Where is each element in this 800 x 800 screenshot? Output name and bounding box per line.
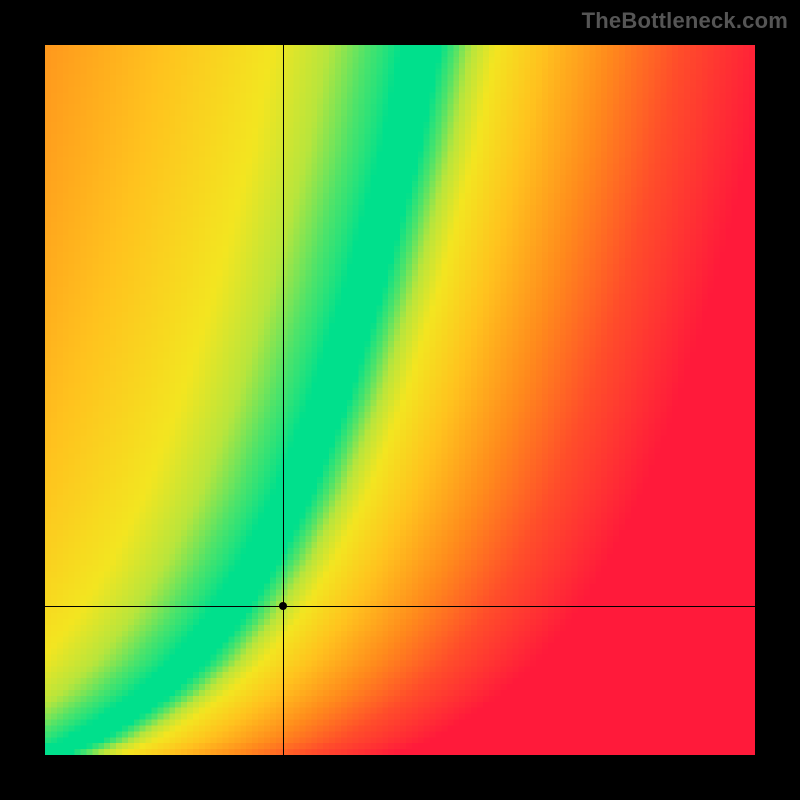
crosshair-vertical [283, 45, 284, 755]
crosshair-horizontal [45, 606, 755, 607]
attribution-text: TheBottleneck.com [582, 8, 788, 34]
heatmap-canvas [45, 45, 755, 755]
heatmap-plot [45, 45, 755, 755]
chart-container: TheBottleneck.com [0, 0, 800, 800]
crosshair-marker [279, 602, 287, 610]
